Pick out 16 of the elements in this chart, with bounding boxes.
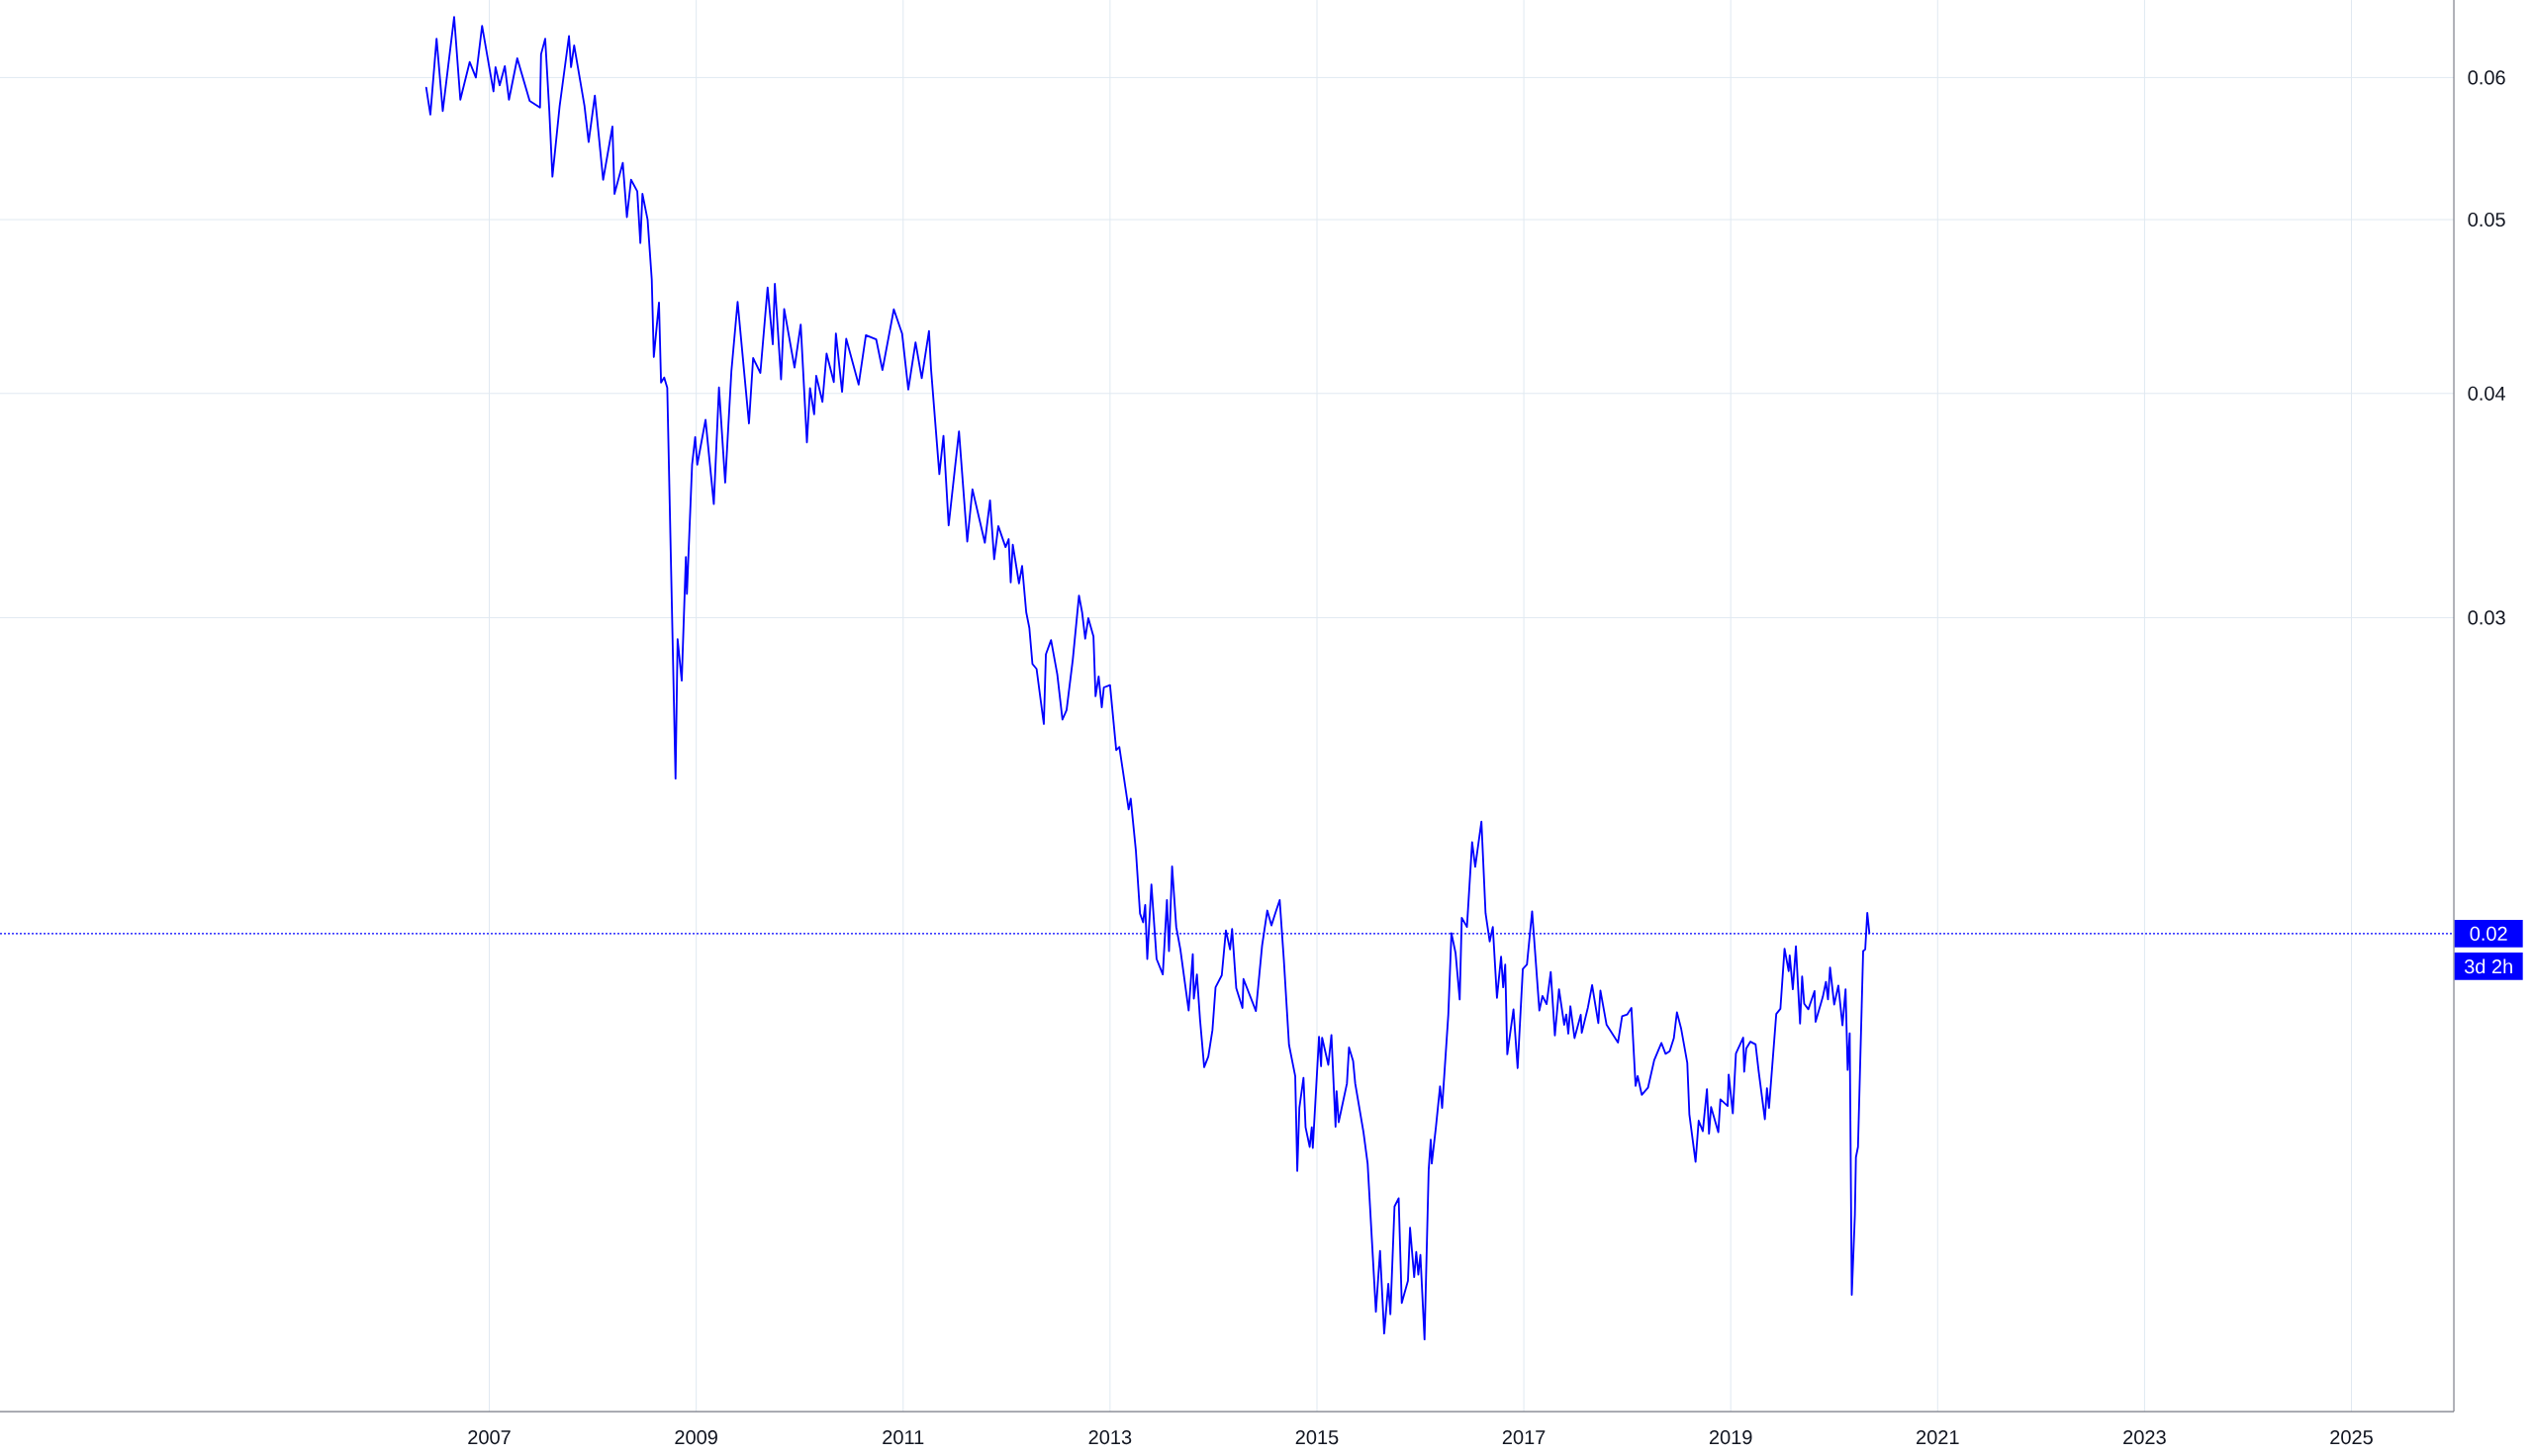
ref-line-label: 0.02 — [2470, 926, 2507, 941]
x-tick-label: 2011 — [883, 1429, 924, 1445]
x-tick-label: 2025 — [2330, 1429, 2373, 1445]
x-tick-label: 2017 — [1502, 1429, 1546, 1445]
x-tick-label: 2023 — [2123, 1429, 2166, 1445]
x-tick-label: 2009 — [675, 1429, 717, 1445]
y-tick-label: 0.06 — [2468, 70, 2505, 85]
x-tick-label: 2007 — [468, 1429, 511, 1445]
x-tick-label: 2015 — [1295, 1429, 1339, 1445]
y-tick-label: 0.03 — [2468, 610, 2505, 625]
y-tick-label: 0.04 — [2468, 386, 2506, 401]
x-tick-label: 2019 — [1709, 1429, 1752, 1445]
text: 3d 2h — [2464, 958, 2512, 974]
x-tick-label: 2021 — [1917, 1429, 1959, 1445]
x-tick-label: 2013 — [1088, 1429, 1132, 1445]
y-tick-label: 0.05 — [2468, 212, 2505, 228]
